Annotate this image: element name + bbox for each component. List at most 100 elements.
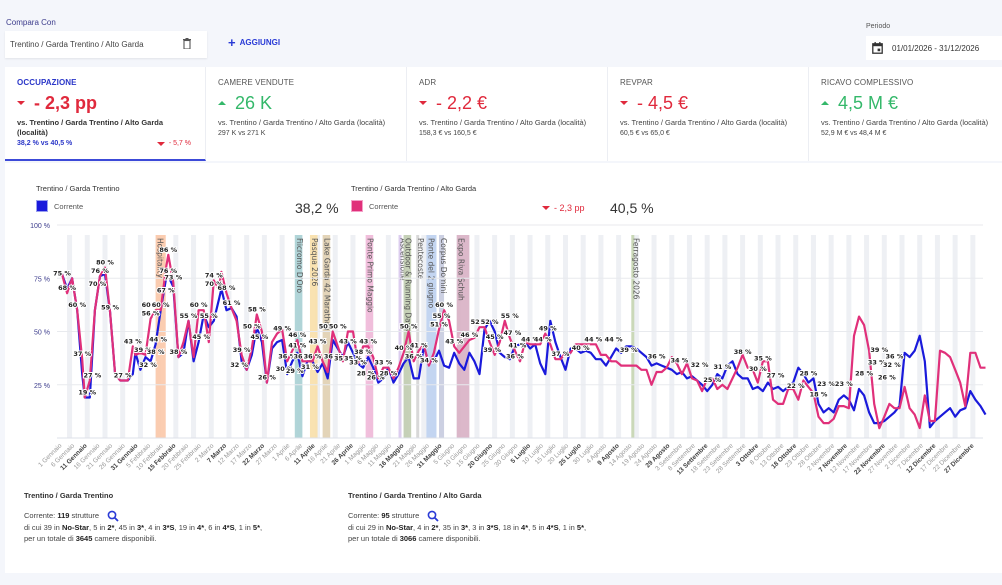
data-label: 75 % xyxy=(53,269,71,277)
legend-right-series: Corrente xyxy=(369,201,399,211)
compare-chip[interactable]: Trentino / Garda Trentino / Alto Garda xyxy=(5,31,207,58)
data-label: 38 % xyxy=(147,348,165,356)
event-band xyxy=(426,235,437,438)
event-band xyxy=(309,235,318,438)
series-line-alto-garda xyxy=(60,253,986,430)
legend-left-toggle[interactable]: Corrente xyxy=(36,200,120,212)
down-arrow-icon xyxy=(156,141,165,146)
event-band xyxy=(365,235,374,438)
event-label: Lake Garda 42 Marathon xyxy=(323,238,332,331)
add-compare-button[interactable]: + AGGIUNGI xyxy=(228,36,280,49)
data-label: 35 % xyxy=(334,354,352,362)
rooms-prefix: per un totale di xyxy=(24,534,76,544)
kpi-vs: vs. Trentino / Garda Trentino / Alto Gar… xyxy=(218,118,386,127)
data-label: 52 % xyxy=(471,318,489,326)
weekend-stripe xyxy=(686,235,692,438)
data-label: 44 % xyxy=(149,335,167,343)
data-label: 39 % xyxy=(233,346,251,354)
legend-right-toggle[interactable]: Corrente xyxy=(351,200,476,212)
data-label: 86 % xyxy=(159,246,177,254)
weekend-stripe xyxy=(598,235,604,438)
data-label: 33 % xyxy=(374,359,392,367)
data-label: 52 % xyxy=(481,318,499,326)
kpi-vs: vs. Trentino / Garda Trentino / Alto Gar… xyxy=(419,118,587,127)
data-label: 44 % xyxy=(605,335,623,343)
occupancy-chart: Hospitality Fiicromo D'Oro Pasqua 2026 Lake… xyxy=(30,223,987,476)
weekend-stripe xyxy=(84,235,90,438)
event-band xyxy=(416,235,420,438)
kpi-tab-ricavo-complessivo[interactable]: RICAVO COMPLESSIVO 4,5 M € vs. Trentino … xyxy=(809,67,1002,161)
y-tick-label: 25 % xyxy=(34,383,50,390)
trash-icon[interactable] xyxy=(183,38,191,49)
data-label: 68 % xyxy=(218,284,236,292)
data-label: 50 % xyxy=(400,323,418,331)
event-label: Pasqua 2026 xyxy=(310,238,319,286)
data-label: 56 % xyxy=(142,310,160,318)
event-label: Ascensione xyxy=(399,238,408,281)
data-label: 39 % xyxy=(620,346,638,354)
data-label: 27 % xyxy=(83,371,101,379)
rooms-suffix: camere disponibili. xyxy=(92,534,157,544)
data-label: 41 % xyxy=(410,342,428,350)
data-label: 74 % xyxy=(205,271,223,279)
data-label: 32 % xyxy=(230,361,248,369)
kpi-value-text: 4,5 M € xyxy=(838,92,899,113)
kpi-delta-pct: - 5,7 % xyxy=(156,140,191,147)
event-band xyxy=(456,235,470,438)
data-label: 28 % xyxy=(357,369,375,377)
weekend-stripe xyxy=(208,235,214,438)
search-icon[interactable] xyxy=(107,510,119,522)
data-label: 23 % xyxy=(835,380,853,388)
kpi-tab-occupazione[interactable]: OCCUPAZIONE - 2,3 pp vs. Trentino / Gard… xyxy=(5,67,206,161)
structures-left: Trentino / Garda Trentino Corrente: 119 … xyxy=(24,490,354,544)
period-picker[interactable]: 01/01/2026 - 31/12/2026 xyxy=(866,36,1002,60)
kpi-vs: vs. Trentino / Garda Trentino / Alto Gar… xyxy=(17,118,163,137)
structures-left-breakdown: di cui 39 in No-Star, 5 in 2*, 45 in 3*,… xyxy=(24,523,263,533)
weekend-stripe xyxy=(793,235,799,438)
data-label: 55 % xyxy=(200,312,218,320)
data-label: 31 % xyxy=(713,363,731,371)
weekend-stripe xyxy=(881,235,887,438)
structures-prefix: Corrente: xyxy=(24,511,58,520)
data-label: 45 % xyxy=(192,333,210,341)
event-band xyxy=(439,235,445,438)
data-label: 25 % xyxy=(703,376,721,384)
kpi-value: - 4,5 € xyxy=(620,93,796,113)
weekend-stripe xyxy=(757,235,763,438)
data-label: 46 % xyxy=(460,331,478,339)
weekend-stripe xyxy=(704,235,710,438)
search-icon[interactable] xyxy=(427,510,440,522)
kpi-title: RICAVO COMPLESSIVO xyxy=(821,78,914,87)
data-label: 35 % xyxy=(754,354,772,362)
kpi-value: 4,5 M € xyxy=(821,93,990,113)
event-label: Hospitality xyxy=(156,238,165,279)
weekend-stripe xyxy=(970,235,976,438)
data-label: 35 % xyxy=(344,354,362,362)
period-label: Periodo xyxy=(866,23,891,30)
rooms-suffix: camere disponibili. xyxy=(416,534,481,544)
data-label: 46 % xyxy=(288,331,306,339)
kpi-tab-camere-vendute[interactable]: CAMERE VENDUTE 26 K vs. Trentino / Garda… xyxy=(206,67,407,161)
weekend-stripe xyxy=(616,235,622,438)
data-label: 51 % xyxy=(430,320,448,328)
data-label: 50 % xyxy=(243,323,261,331)
legend-left-name: Trentino / Garda Trentino xyxy=(36,184,120,193)
rooms-count: 3066 xyxy=(399,534,417,544)
kpi-title: OCCUPAZIONE xyxy=(17,78,77,87)
y-tick-label: 75 % xyxy=(34,276,50,283)
data-label: 76 % xyxy=(91,267,109,275)
star-category: 4*S xyxy=(222,523,235,533)
kpi-tab-revpar[interactable]: REVPAR - 4,5 € vs. Trentino / Garda Tren… xyxy=(608,67,809,161)
structures-right-count: Corrente: 95 strutture xyxy=(348,510,688,522)
kpi-tab-adr[interactable]: ADR - 2,2 € vs. Trentino / Garda Trentin… xyxy=(407,67,608,161)
event-label: Ponte Primo Maggio xyxy=(366,238,375,313)
data-label: 44 % xyxy=(534,335,552,343)
weekend-stripe xyxy=(137,235,143,438)
legend-left-series: Corrente xyxy=(54,201,84,211)
kpi-compare: 297 K vs 271 K xyxy=(218,130,266,137)
weekend-stripe xyxy=(385,235,391,438)
weekend-stripe xyxy=(474,235,480,438)
data-label: 76 % xyxy=(159,267,177,275)
data-label: 60 % xyxy=(68,301,86,309)
data-label: 60 % xyxy=(142,301,160,309)
